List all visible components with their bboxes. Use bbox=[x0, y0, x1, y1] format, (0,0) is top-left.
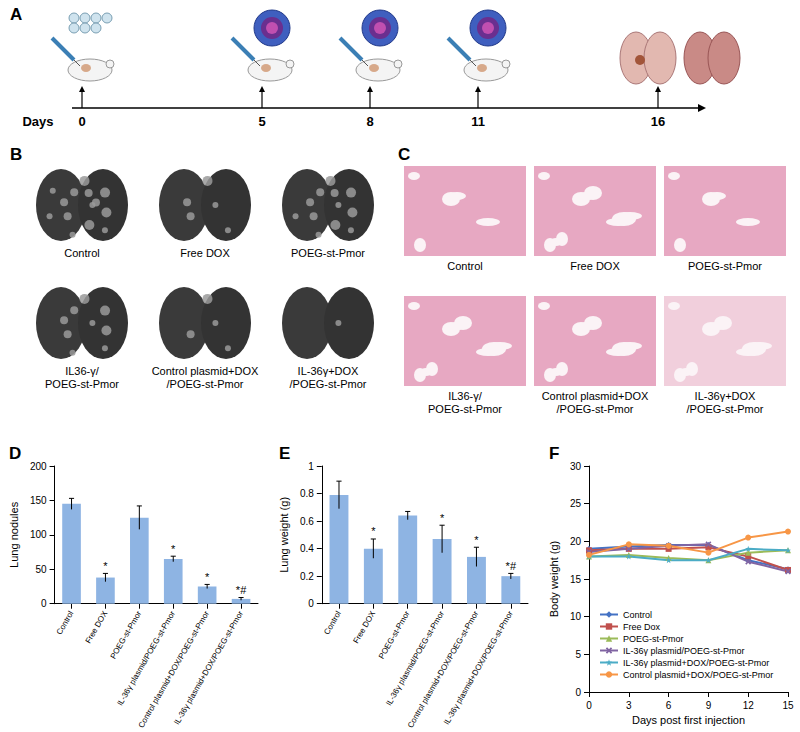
svg-text:IL-36γ plasmid/POEG-st-Pmor: IL-36γ plasmid/POEG-st-Pmor bbox=[115, 609, 177, 707]
svg-text:16: 16 bbox=[651, 114, 665, 129]
svg-text:50: 50 bbox=[35, 564, 47, 575]
svg-text:IL-36γ plasmid/POEG-st-Pmor: IL-36γ plasmid/POEG-st-Pmor bbox=[623, 646, 745, 656]
svg-text:Body weight (g): Body weight (g) bbox=[548, 541, 560, 617]
svg-text:Control: Control bbox=[623, 610, 652, 620]
svg-text:Control: Control bbox=[447, 260, 482, 272]
svg-text:POEG-st-Pmor: POEG-st-Pmor bbox=[623, 634, 684, 644]
svg-text:Free DOX: Free DOX bbox=[84, 609, 110, 645]
svg-text:15: 15 bbox=[782, 700, 794, 711]
svg-text:*: * bbox=[205, 571, 210, 583]
svg-text:*: * bbox=[171, 543, 176, 555]
svg-text:0: 0 bbox=[41, 598, 47, 609]
svg-text:11: 11 bbox=[471, 114, 485, 129]
svg-text:25: 25 bbox=[570, 498, 582, 509]
svg-text:0.4: 0.4 bbox=[300, 543, 314, 554]
svg-text:Control: Control bbox=[55, 609, 76, 636]
svg-text:150: 150 bbox=[30, 495, 47, 506]
svg-text:IL-36γ plasmid+DOX/POEG-st-Pmo: IL-36γ plasmid+DOX/POEG-st-Pmor bbox=[442, 609, 515, 726]
svg-text:*: * bbox=[440, 512, 445, 524]
svg-text:Control plasmid+DOX/POEG-st-Pm: Control plasmid+DOX/POEG-st-Pmor bbox=[406, 609, 481, 729]
svg-text:0: 0 bbox=[308, 598, 314, 609]
svg-text:POEG-st-Pmor: POEG-st-Pmor bbox=[688, 260, 762, 272]
svg-text:0.8: 0.8 bbox=[300, 488, 314, 499]
svg-text:100: 100 bbox=[30, 529, 47, 540]
svg-text:IL-36γ plasmid+DOX/POEG-st-Pmo: IL-36γ plasmid+DOX/POEG-st-Pmor bbox=[623, 658, 769, 668]
svg-text:C: C bbox=[398, 145, 410, 164]
svg-text:Free DOX: Free DOX bbox=[351, 609, 377, 645]
svg-text:Control plasmid+DOX/POEG-st-Pm: Control plasmid+DOX/POEG-st-Pmor bbox=[137, 609, 212, 729]
svg-text:0: 0 bbox=[78, 114, 85, 129]
svg-text:5: 5 bbox=[575, 649, 581, 660]
svg-text:A: A bbox=[10, 5, 22, 24]
svg-text:6: 6 bbox=[666, 700, 672, 711]
svg-text:Control plasmid+DOX/POEG-st-Pm: Control plasmid+DOX/POEG-st-Pmor bbox=[623, 670, 773, 680]
svg-text:POEG-st-Pmor: POEG-st-Pmor bbox=[109, 609, 144, 660]
svg-text:Lung nodules: Lung nodules bbox=[8, 501, 20, 568]
svg-text:10: 10 bbox=[570, 611, 582, 622]
svg-text:E: E bbox=[279, 444, 290, 463]
svg-text:5: 5 bbox=[258, 114, 265, 129]
svg-text:IL-36γ+DOX/POEG-st-Pmor: IL-36γ+DOX/POEG-st-Pmor bbox=[686, 390, 763, 415]
svg-text:15: 15 bbox=[570, 574, 582, 585]
svg-text:IL-36γ+DOX/POEG-st-Pmor: IL-36γ+DOX/POEG-st-Pmor bbox=[289, 365, 366, 390]
svg-text:POEG-st-Pmor: POEG-st-Pmor bbox=[291, 247, 365, 259]
svg-text:3: 3 bbox=[626, 700, 632, 711]
svg-text:Days post first injection: Days post first injection bbox=[632, 714, 745, 726]
svg-text:8: 8 bbox=[366, 114, 373, 129]
svg-text:IL-36γ plasmid/POEG-st-Pmor: IL-36γ plasmid/POEG-st-Pmor bbox=[384, 609, 446, 707]
svg-text:IL-36γ plasmid+DOX/POEG-st-Pmo: IL-36γ plasmid+DOX/POEG-st-Pmor bbox=[172, 609, 245, 726]
svg-text:Days: Days bbox=[22, 114, 53, 129]
svg-text:0: 0 bbox=[575, 687, 581, 698]
svg-text:200: 200 bbox=[30, 461, 47, 472]
svg-text:Free Dox: Free Dox bbox=[623, 622, 661, 632]
svg-text:Free DOX: Free DOX bbox=[570, 260, 620, 272]
svg-text:Control: Control bbox=[64, 247, 99, 259]
svg-text:Control plasmid+DOX/POEG-st-Pm: Control plasmid+DOX/POEG-st-Pmor bbox=[542, 390, 649, 415]
svg-text:Control: Control bbox=[322, 609, 343, 636]
svg-text:F: F bbox=[549, 444, 559, 463]
svg-text:*: * bbox=[103, 560, 108, 572]
svg-text:*: * bbox=[371, 525, 376, 537]
svg-text:IL36-γ/POEG-st-Pmor: IL36-γ/POEG-st-Pmor bbox=[428, 390, 502, 415]
svg-text:0: 0 bbox=[586, 700, 592, 711]
svg-text:*#: *# bbox=[506, 560, 517, 572]
svg-text:30: 30 bbox=[570, 461, 582, 472]
svg-text:B: B bbox=[10, 145, 22, 164]
svg-text:9: 9 bbox=[706, 700, 712, 711]
svg-text:IL36-γ/POEG-st-Pmor: IL36-γ/POEG-st-Pmor bbox=[45, 365, 119, 390]
svg-text:1: 1 bbox=[308, 461, 314, 472]
svg-text:12: 12 bbox=[743, 700, 755, 711]
svg-text:*#: *# bbox=[236, 584, 247, 596]
svg-text:0.6: 0.6 bbox=[300, 516, 314, 527]
svg-text:20: 20 bbox=[570, 536, 582, 547]
svg-text:0.2: 0.2 bbox=[300, 571, 314, 582]
svg-text:POEG-st-Pmor: POEG-st-Pmor bbox=[377, 609, 412, 660]
svg-text:D: D bbox=[9, 444, 21, 463]
svg-text:*: * bbox=[474, 534, 479, 546]
svg-text:Lung weight (g): Lung weight (g) bbox=[278, 497, 290, 573]
svg-text:Control plasmid+DOX/POEG-st-Pm: Control plasmid+DOX/POEG-st-Pmor bbox=[152, 365, 259, 390]
svg-text:Free DOX: Free DOX bbox=[180, 247, 230, 259]
